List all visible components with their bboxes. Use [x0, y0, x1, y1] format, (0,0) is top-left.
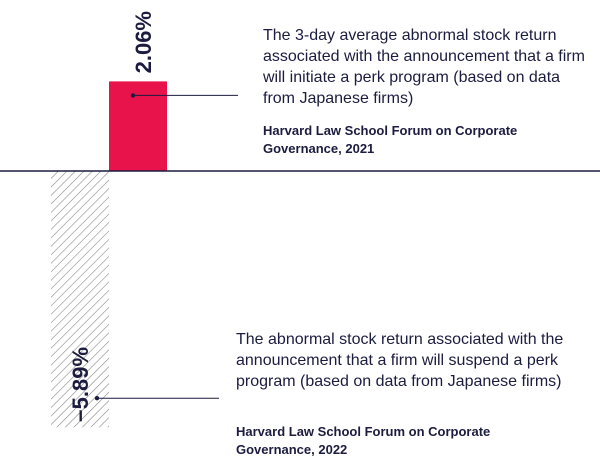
annotation-text-2: The abnormal stock return associated wit…: [236, 331, 564, 390]
annotation-source-1: Harvard Law School Forum on Corporate Go…: [263, 123, 518, 156]
annotation-text-1: The 3-day average abnormal stock return …: [263, 27, 585, 107]
bar-suspend-perk: [51, 171, 109, 428]
value-label-1: 2.06%: [131, 11, 156, 73]
leader-lines-layer: [94, 93, 238, 401]
annotation-source-2: Harvard Law School Forum on Corporate Go…: [236, 424, 491, 457]
bar-initiate-perk: [109, 81, 167, 171]
leader-dot-1: [130, 93, 136, 98]
value-label-2: −5.89%: [68, 347, 93, 422]
value-labels-layer: 2.06% −5.89%: [68, 11, 156, 422]
leader-dot-2: [94, 396, 100, 401]
bars-layer: [51, 81, 167, 428]
